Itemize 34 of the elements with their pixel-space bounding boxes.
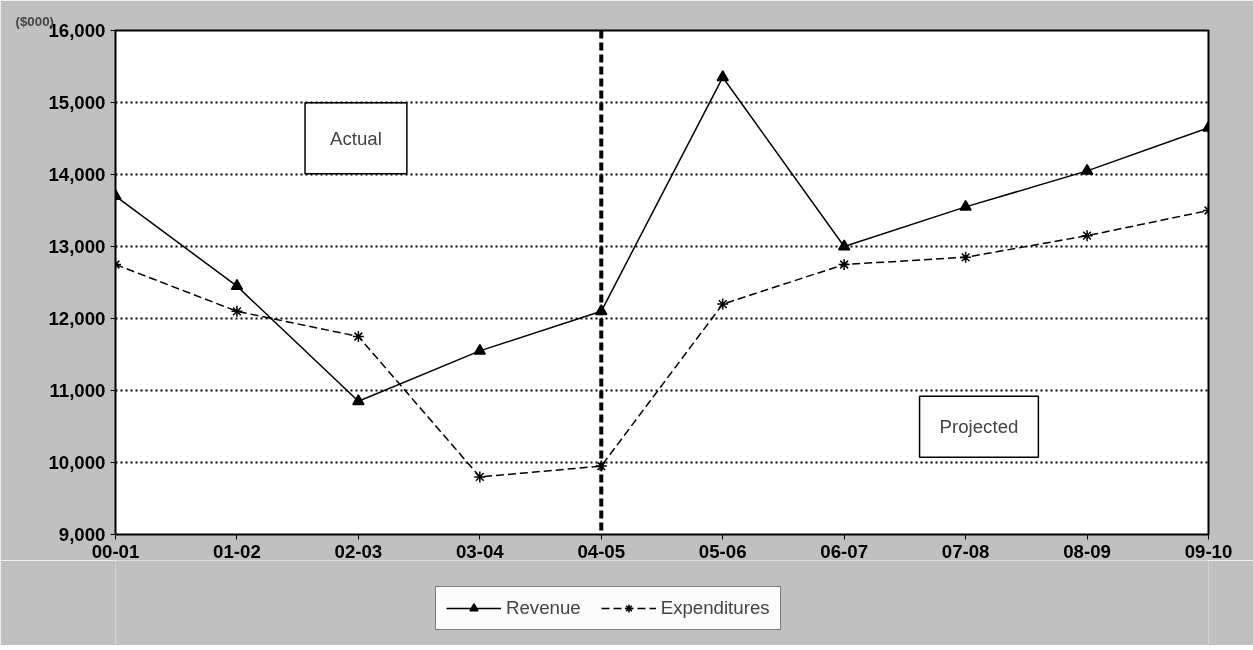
point: [959, 199, 972, 211]
y-tick-label: 11,000: [49, 380, 106, 401]
y-tick-label: 12,000: [48, 308, 106, 329]
annotation: Projected: [939, 416, 1019, 438]
x-tick-label: 05-06: [698, 540, 747, 562]
point: [352, 330, 365, 343]
point: [1080, 229, 1094, 242]
y-tick-label: 15,000: [48, 92, 106, 113]
x-tick-label: 07-08: [941, 540, 990, 562]
point: [473, 470, 487, 484]
x-tick-label: 06-07: [820, 540, 869, 562]
point: [1080, 163, 1094, 175]
point: [716, 70, 729, 82]
point: [352, 394, 365, 406]
annotation: Actual: [330, 127, 382, 149]
point: [716, 297, 729, 311]
point: [595, 459, 608, 473]
y-tick-label: 13,000: [48, 236, 106, 257]
legend-label: Revenue: [506, 597, 581, 619]
point: [230, 279, 244, 291]
x-tick-label: 01-02: [213, 540, 261, 562]
x-tick-label: 08-09: [1063, 540, 1111, 562]
point: [230, 305, 244, 318]
point: [959, 251, 972, 264]
x-tick-label: 03-04: [455, 540, 505, 562]
x-tick-label: 02-03: [334, 540, 383, 562]
legend-label: Expenditures: [660, 597, 770, 619]
y-tick-label: 14,000: [48, 164, 106, 185]
point: [837, 239, 851, 251]
x-tick-label: 04-05: [577, 540, 626, 562]
x-tick-label: 09-10: [1184, 540, 1233, 562]
point: [473, 343, 487, 355]
point: [837, 258, 851, 271]
y-tick-label: 10,000: [48, 452, 106, 473]
